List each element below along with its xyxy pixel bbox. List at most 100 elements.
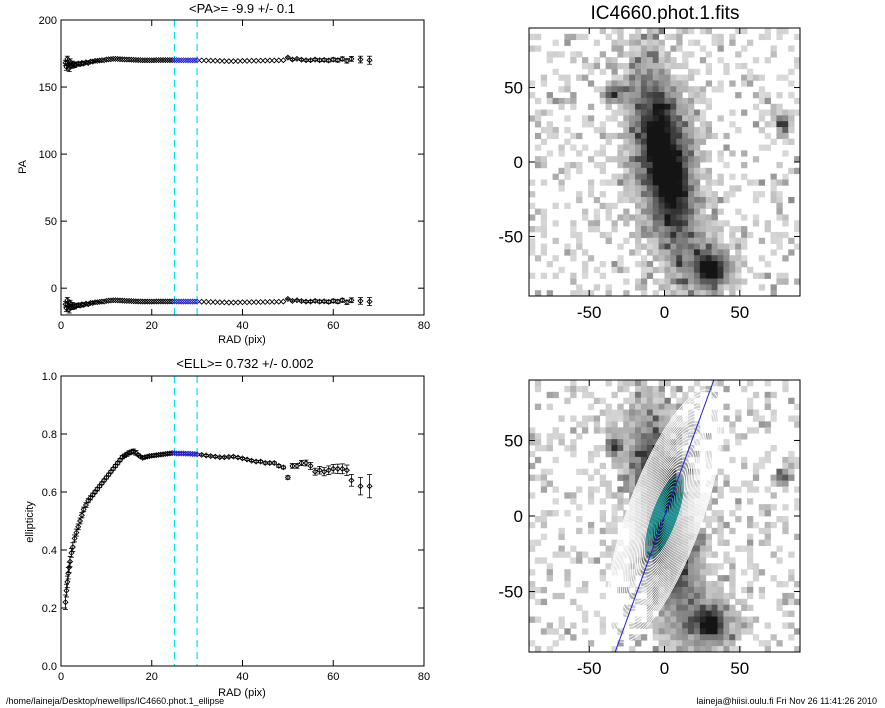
- image-pixel: [564, 510, 571, 517]
- image-pixel: [552, 486, 559, 493]
- image-pixel: [752, 462, 760, 470]
- image-pixel: [529, 586, 536, 594]
- image-pixel: [546, 468, 553, 476]
- image-pixel: [552, 68, 559, 76]
- image-pixel: [682, 191, 689, 198]
- image-pixel: [558, 622, 565, 629]
- image-pixel: [635, 179, 642, 186]
- image-pixel: [693, 557, 701, 564]
- image-pixel: [688, 220, 695, 227]
- image-pixel: [699, 284, 707, 291]
- image-pixel: [599, 474, 606, 481]
- image-pixel: [682, 115, 689, 122]
- y-tick-label: 0.2: [42, 603, 57, 615]
- image-pixel: [646, 403, 654, 410]
- image-pixel: [711, 290, 718, 297]
- image-pixel: [676, 243, 683, 250]
- image-pixel: [570, 33, 577, 41]
- image-pixel: [735, 284, 742, 291]
- image-pixel: [558, 150, 565, 157]
- image-pixel: [717, 278, 724, 285]
- y-tick-label: 150: [39, 82, 57, 94]
- image-pixel: [705, 551, 713, 558]
- image-pixel: [717, 468, 724, 476]
- data-point: [244, 456, 251, 463]
- image-pixel: [640, 33, 648, 41]
- image-pixel: [752, 121, 760, 128]
- image-pixel: [711, 249, 718, 256]
- image-pixel: [711, 551, 718, 558]
- image-pixel: [699, 551, 707, 558]
- data-point: [225, 299, 232, 306]
- image-pixel: [652, 433, 660, 440]
- image-pixel: [699, 628, 707, 635]
- image-pixel: [629, 191, 636, 198]
- image-pixel: [711, 510, 718, 517]
- image-pixel: [741, 385, 748, 393]
- data-point: [171, 298, 178, 305]
- image-pixel: [746, 74, 754, 81]
- image-pixel: [746, 616, 754, 623]
- image-pixel: [587, 255, 595, 262]
- image-pixel: [741, 598, 748, 606]
- image-pixel: [617, 427, 624, 434]
- image-pixel: [688, 433, 695, 440]
- image-pixel: [729, 290, 736, 297]
- data-point: [302, 459, 310, 467]
- image-pixel: [676, 397, 683, 405]
- image-pixel: [658, 220, 665, 227]
- image-pixel: [635, 616, 642, 623]
- image-pixel: [587, 185, 595, 192]
- image-pixel: [646, 208, 654, 215]
- data-point: [266, 298, 273, 305]
- img-x-tick-label: -50: [577, 659, 602, 678]
- image-pixel: [782, 278, 789, 285]
- image-pixel: [788, 127, 795, 134]
- image-pixel: [711, 214, 718, 221]
- image-pixel: [611, 92, 618, 99]
- image-pixel: [652, 445, 660, 452]
- image-pixel: [699, 545, 707, 552]
- image-pixel: [646, 450, 654, 458]
- image-pixel: [564, 243, 571, 250]
- image-pixel: [676, 80, 683, 87]
- image-pixel: [640, 403, 648, 410]
- image-pixel: [664, 185, 671, 192]
- image-pixel: [682, 397, 689, 405]
- image-pixel: [605, 551, 612, 558]
- image-pixel: [664, 150, 671, 157]
- image-pixel: [688, 202, 695, 210]
- image-pixel: [558, 527, 565, 535]
- image-pixel: [688, 214, 695, 221]
- image-pixel: [605, 86, 612, 93]
- image-pixel: [640, 226, 648, 233]
- image-pixel: [705, 196, 713, 204]
- image-pixel: [735, 545, 742, 552]
- image-pixel: [658, 569, 665, 576]
- image-pixel: [593, 214, 601, 221]
- image-pixel: [640, 462, 648, 470]
- data-point: [123, 56, 130, 63]
- image-pixel: [764, 144, 771, 151]
- data-point: [121, 56, 128, 63]
- image-pixel: [794, 33, 801, 41]
- data-point: [103, 56, 110, 63]
- image-pixel: [587, 62, 595, 70]
- data-point: [262, 57, 269, 64]
- image-pixel: [664, 610, 671, 617]
- data-point: [157, 57, 164, 64]
- image-pixel: [764, 97, 771, 105]
- image-pixel: [646, 33, 654, 41]
- image-pixel: [735, 62, 742, 70]
- image-pixel: [699, 173, 707, 180]
- image-pixel: [699, 156, 707, 163]
- image-pixel: [570, 380, 577, 387]
- data-point: [96, 57, 103, 64]
- image-pixel: [640, 208, 648, 215]
- image-pixel: [670, 144, 677, 151]
- image-pixel: [699, 45, 707, 52]
- image-pixel: [546, 403, 553, 410]
- image-pixel: [735, 498, 742, 505]
- image-pixel: [640, 144, 648, 151]
- data-point: [203, 57, 210, 64]
